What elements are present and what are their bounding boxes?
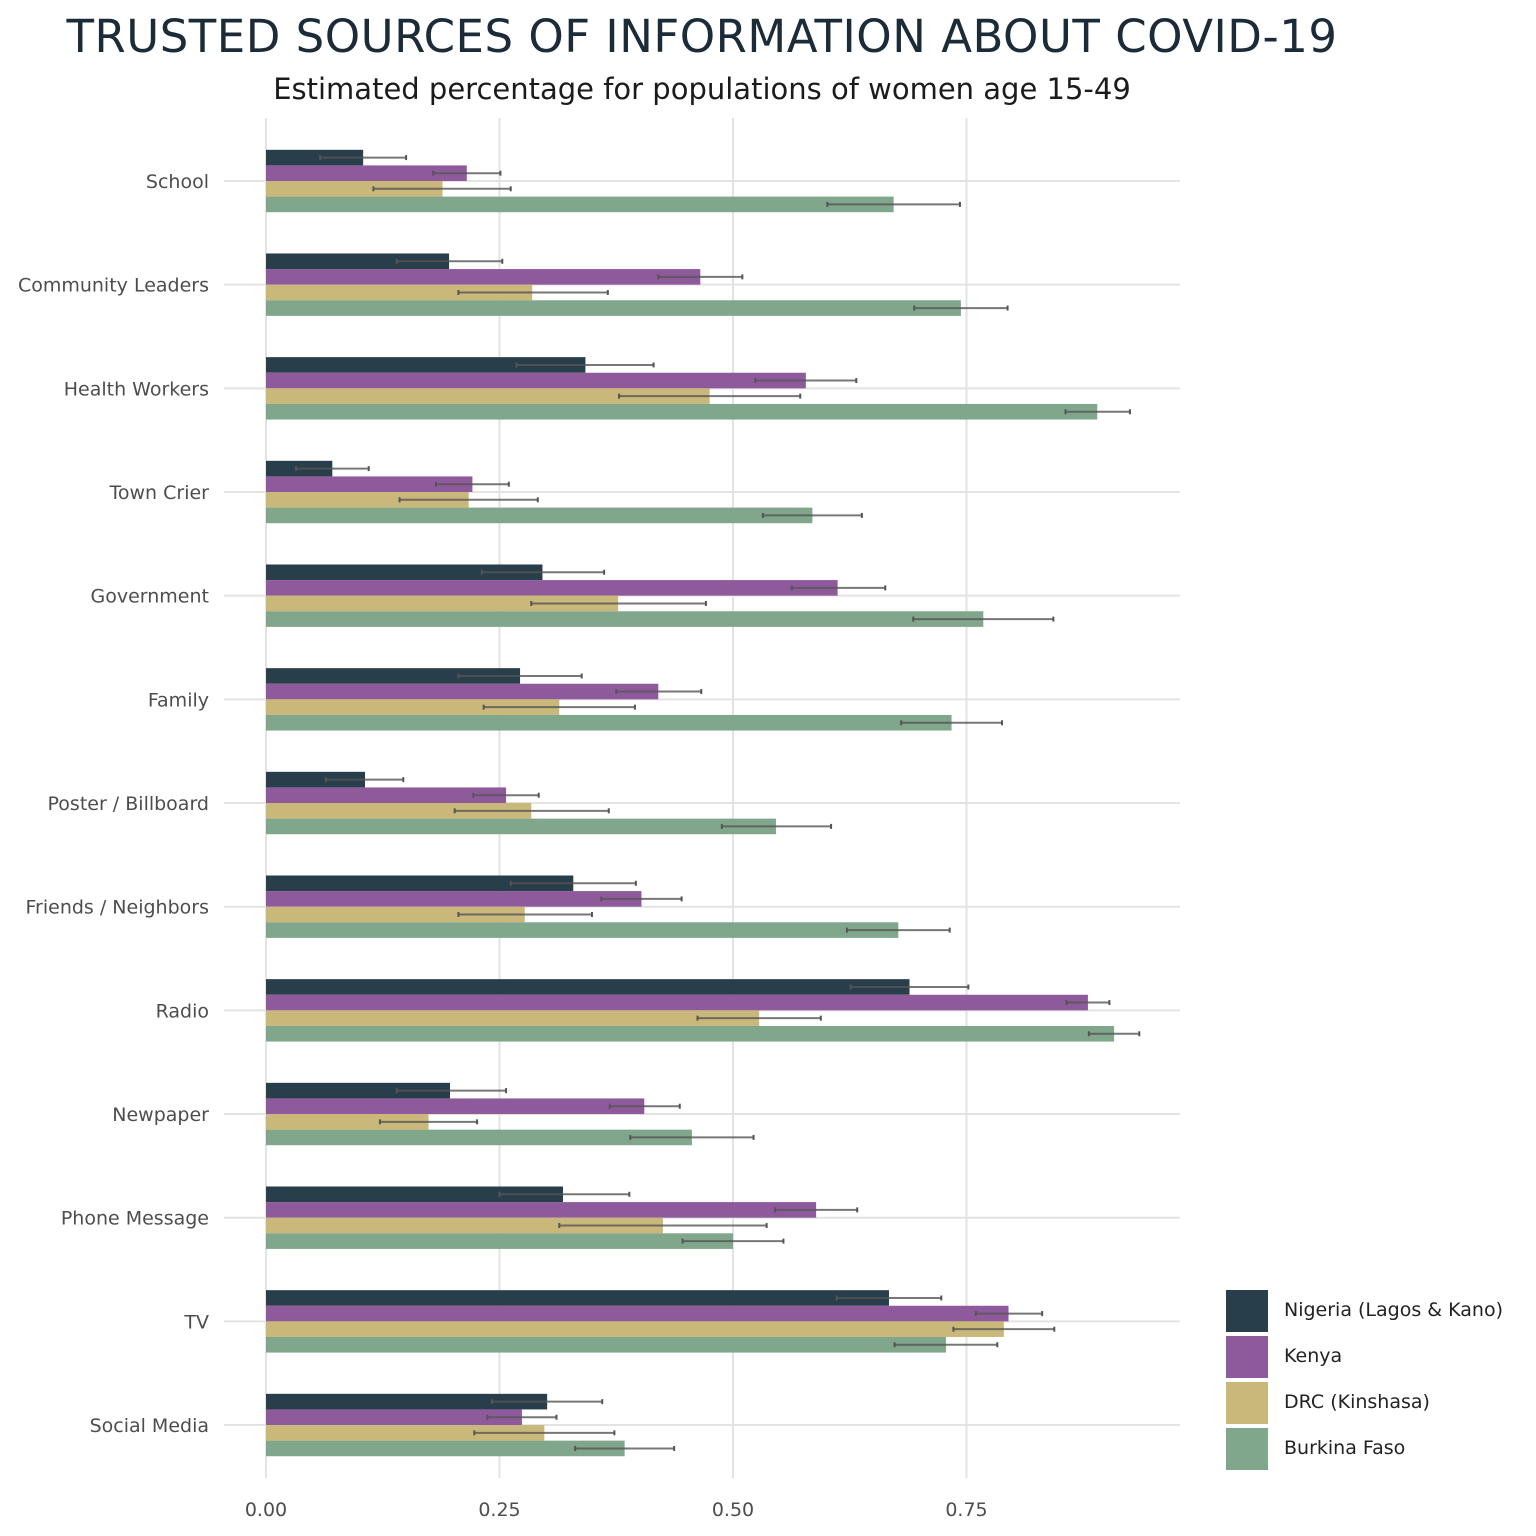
bar	[266, 1186, 564, 1203]
category-label: Community Leaders	[18, 275, 209, 297]
legend-swatch	[1226, 1428, 1268, 1470]
category-label: Phone Message	[61, 1208, 209, 1230]
bar	[266, 771, 366, 788]
bar	[266, 1440, 625, 1457]
legend-label: Kenya	[1284, 1345, 1343, 1367]
category-label: Newpaper	[112, 1104, 209, 1126]
bar	[266, 1082, 450, 1099]
bar	[266, 714, 952, 731]
chart-subtitle: Estimated percentage for populations of …	[273, 72, 1131, 106]
legend-swatch	[1226, 1336, 1268, 1378]
bar	[266, 300, 961, 316]
bar	[266, 611, 984, 627]
bar	[266, 196, 894, 213]
bar	[266, 994, 1088, 1011]
bar	[266, 1425, 545, 1441]
bar	[266, 699, 560, 715]
bar	[266, 580, 838, 596]
category-label: Social Media	[90, 1415, 209, 1437]
bar	[266, 476, 473, 493]
bar	[266, 1321, 1004, 1337]
x-tick-label: 0.75	[945, 1499, 987, 1521]
bar	[266, 1305, 1009, 1322]
x-tick-label: 0.25	[478, 1499, 520, 1521]
legend-label: DRC (Kinshasa)	[1284, 1391, 1430, 1413]
x-tick-label: 0.50	[712, 1499, 754, 1521]
category-label: School	[146, 171, 209, 193]
bar	[266, 1336, 946, 1353]
bar	[266, 269, 701, 285]
bar	[266, 1010, 760, 1026]
bar	[266, 1409, 522, 1426]
legend-label: Burkina Faso	[1284, 1437, 1406, 1459]
bar	[266, 253, 450, 270]
bar	[266, 507, 813, 524]
bar	[266, 803, 532, 819]
bar	[266, 165, 467, 181]
bar	[266, 1129, 692, 1146]
x-tick-label: 0.00	[245, 1499, 287, 1521]
bar	[266, 818, 776, 835]
bar	[266, 922, 899, 938]
category-label: Town Crier	[109, 482, 210, 504]
bar	[266, 668, 521, 684]
chart-title: TRUSTED SOURCES OF INFORMATION ABOUT COV…	[66, 10, 1338, 63]
category-label: TV	[183, 1311, 209, 1333]
category-label: Poster / Billboard	[48, 793, 209, 815]
bar	[266, 1217, 663, 1234]
category-label: Radio	[156, 1000, 209, 1022]
bar	[266, 875, 574, 892]
bar	[266, 906, 525, 923]
bar	[266, 891, 642, 907]
bar	[266, 181, 443, 197]
bar	[266, 357, 586, 373]
bar	[266, 1202, 817, 1218]
bar	[266, 595, 619, 612]
category-label: Government	[91, 586, 210, 608]
bar	[266, 284, 533, 301]
bar	[266, 149, 364, 166]
bar	[266, 492, 469, 508]
bar	[266, 683, 659, 700]
bar	[266, 372, 806, 389]
legend-swatch	[1226, 1382, 1268, 1424]
bar	[266, 979, 910, 995]
bar	[266, 1114, 429, 1130]
category-label: Friends / Neighbors	[26, 897, 210, 919]
bar	[266, 787, 507, 804]
bar	[266, 1025, 1115, 1042]
bar	[266, 1290, 889, 1306]
bar	[266, 388, 710, 404]
bar	[266, 403, 1098, 420]
category-label: Family	[148, 689, 209, 711]
category-label: Health Workers	[64, 378, 209, 400]
legend-label: Nigeria (Lagos & Kano)	[1284, 1299, 1503, 1321]
bar	[266, 564, 543, 581]
bar	[266, 1098, 645, 1115]
bar	[266, 1233, 733, 1249]
bar	[266, 1393, 548, 1410]
legend-swatch	[1226, 1290, 1268, 1332]
